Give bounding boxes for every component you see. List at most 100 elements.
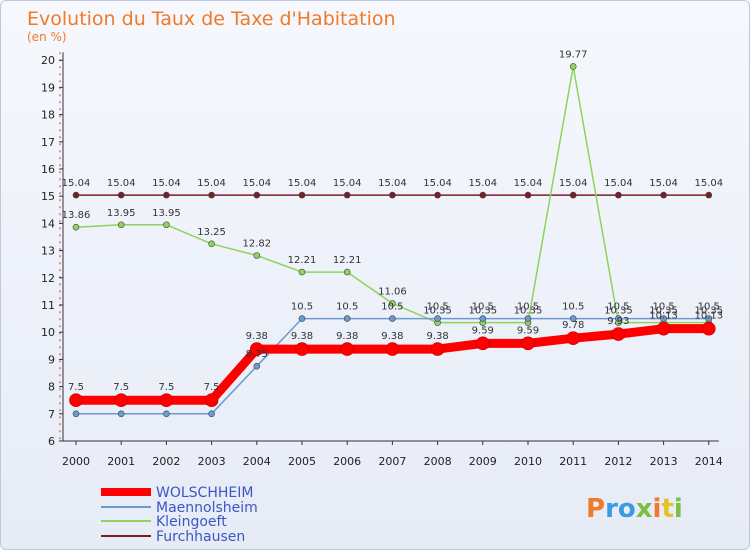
- data-label-furchhausen: 15.04: [514, 178, 543, 189]
- legend-label-maennolsheim: Maennolsheim: [156, 500, 258, 516]
- data-label-furchhausen: 15.04: [559, 178, 588, 189]
- x-tick-label: 2006: [333, 455, 361, 468]
- data-label-kleingoeft: 13.95: [107, 208, 136, 219]
- point-maennolsheim: [72, 410, 80, 418]
- x-tick-label: 2002: [152, 455, 180, 468]
- x-tick-label: 2009: [469, 455, 497, 468]
- data-label-wolschheim: 7.5: [68, 382, 84, 393]
- point-kleingoeft: [72, 223, 80, 231]
- point-furchhausen: [343, 191, 351, 199]
- point-furchhausen: [660, 191, 667, 199]
- point-furchhausen: [72, 191, 80, 199]
- point-furchhausen: [253, 191, 261, 199]
- legend-label-wolschheim: WOLSCHHEIM: [156, 485, 253, 501]
- y-tick-label: 20: [41, 54, 55, 67]
- y-tick-label: 10: [41, 326, 55, 339]
- data-label-kleingoeft: 11.06: [378, 286, 407, 297]
- data-label-maennolsheim: 10.5: [472, 302, 494, 313]
- data-label-maennolsheim: 10.5: [381, 302, 403, 313]
- data-label-wolschheim: 9.38: [381, 331, 403, 342]
- data-label-kleingoeft: 13.25: [197, 227, 226, 238]
- point-kleingoeft: [163, 221, 170, 229]
- point-maennolsheim: [117, 410, 125, 418]
- point-wolschheim: [69, 393, 83, 408]
- point-wolschheim: [250, 342, 264, 356]
- point-furchhausen: [524, 191, 532, 199]
- point-furchhausen: [389, 191, 396, 199]
- data-label-maennolsheim: 8.75: [246, 349, 268, 360]
- point-kleingoeft: [253, 252, 261, 259]
- point-wolschheim: [204, 393, 219, 408]
- y-tick-label: 16: [41, 163, 55, 176]
- data-label-wolschheim: 7.5: [113, 382, 129, 393]
- y-tick-label: 15: [41, 190, 55, 203]
- chart-title: Evolution du Taux de Taxe d'Habitation: [27, 8, 396, 30]
- point-wolschheim: [611, 327, 626, 341]
- x-tick-label: 2010: [514, 455, 542, 468]
- data-label-furchhausen: 15.04: [423, 178, 452, 189]
- data-label-furchhausen: 15.04: [197, 178, 226, 189]
- point-wolschheim: [430, 342, 445, 356]
- point-furchhausen: [569, 191, 577, 199]
- data-label-furchhausen: 15.04: [107, 178, 136, 189]
- y-tick-label: 6: [48, 435, 55, 448]
- point-kleingoeft: [208, 240, 215, 248]
- data-label-kleingoeft: 10.35: [694, 306, 723, 317]
- data-label-kleingoeft: 12.82: [242, 238, 271, 249]
- point-furchhausen: [163, 191, 170, 199]
- x-tick-label: 2012: [604, 455, 632, 468]
- data-label-wolschheim: 7.5: [204, 382, 220, 393]
- y-tick-label: 18: [41, 109, 55, 122]
- x-tick-label: 2008: [424, 455, 452, 468]
- data-label-wolschheim: 10.13: [694, 311, 723, 322]
- logo-text: Proxiti: [586, 494, 683, 524]
- data-label-maennolsheim: 10.5: [336, 302, 358, 313]
- data-label-furchhausen: 15.04: [62, 178, 91, 189]
- axes: 6 7 8 9 10 11 12 13 14 15 16 17 18 19 20 2000 2001 2002 20…: [41, 52, 723, 468]
- y-tick-label: 13: [41, 245, 55, 258]
- data-label-maennolsheim: 10.5: [562, 302, 584, 313]
- point-furchhausen: [208, 191, 215, 199]
- series-layer: [69, 63, 716, 418]
- y-tick-label: 7: [48, 408, 55, 421]
- point-kleingoeft: [343, 268, 351, 276]
- legend: WOLSCHHEIMMaennolsheimKleingoeftFurchhau…: [101, 485, 258, 545]
- point-maennolsheim: [343, 315, 351, 322]
- data-label-kleingoeft: 12.21: [288, 255, 317, 266]
- point-maennolsheim: [389, 315, 396, 322]
- point-kleingoeft: [117, 221, 125, 229]
- point-kleingoeft: [298, 268, 306, 276]
- point-maennolsheim: [705, 315, 713, 322]
- point-maennolsheim: [298, 315, 306, 322]
- point-furchhausen: [615, 191, 622, 199]
- x-tick-label: 2001: [107, 455, 135, 468]
- data-label-kleingoeft: 13.86: [62, 210, 91, 221]
- point-maennolsheim: [479, 315, 487, 322]
- data-label-wolschheim: 9.38: [336, 331, 358, 342]
- data-label-maennolsheim: 10.5: [607, 302, 629, 313]
- data-label-wolschheim: 9.78: [562, 320, 584, 331]
- data-label-wolschheim: 9.38: [426, 331, 448, 342]
- data-label-wolschheim: 9.93: [607, 316, 629, 327]
- point-wolschheim: [114, 393, 128, 408]
- point-wolschheim: [159, 393, 174, 408]
- point-maennolsheim: [660, 315, 667, 322]
- data-label-kleingoeft: 10.35: [514, 306, 543, 317]
- data-label-furchhausen: 15.04: [152, 178, 181, 189]
- point-furchhausen: [434, 191, 441, 199]
- data-label-kleingoeft: 10.35: [649, 306, 678, 317]
- point-furchhausen: [479, 191, 487, 199]
- data-labels: 15.04 15.04 15.04 15.04 15.04 15.04 15.04 15.04…: [62, 49, 723, 393]
- point-maennolsheim: [524, 315, 532, 322]
- data-label-wolschheim: 9.38: [291, 331, 313, 342]
- point-wolschheim: [521, 336, 535, 351]
- point-maennolsheim: [163, 410, 170, 418]
- data-label-maennolsheim: 10.5: [652, 302, 674, 313]
- data-label-wolschheim: 9.38: [246, 331, 268, 342]
- y-tick-label: 12: [41, 272, 55, 285]
- x-tick-label: 2000: [62, 455, 90, 468]
- data-label-furchhausen: 15.04: [333, 178, 362, 189]
- x-tick-label: 2005: [288, 455, 316, 468]
- point-furchhausen: [298, 191, 306, 199]
